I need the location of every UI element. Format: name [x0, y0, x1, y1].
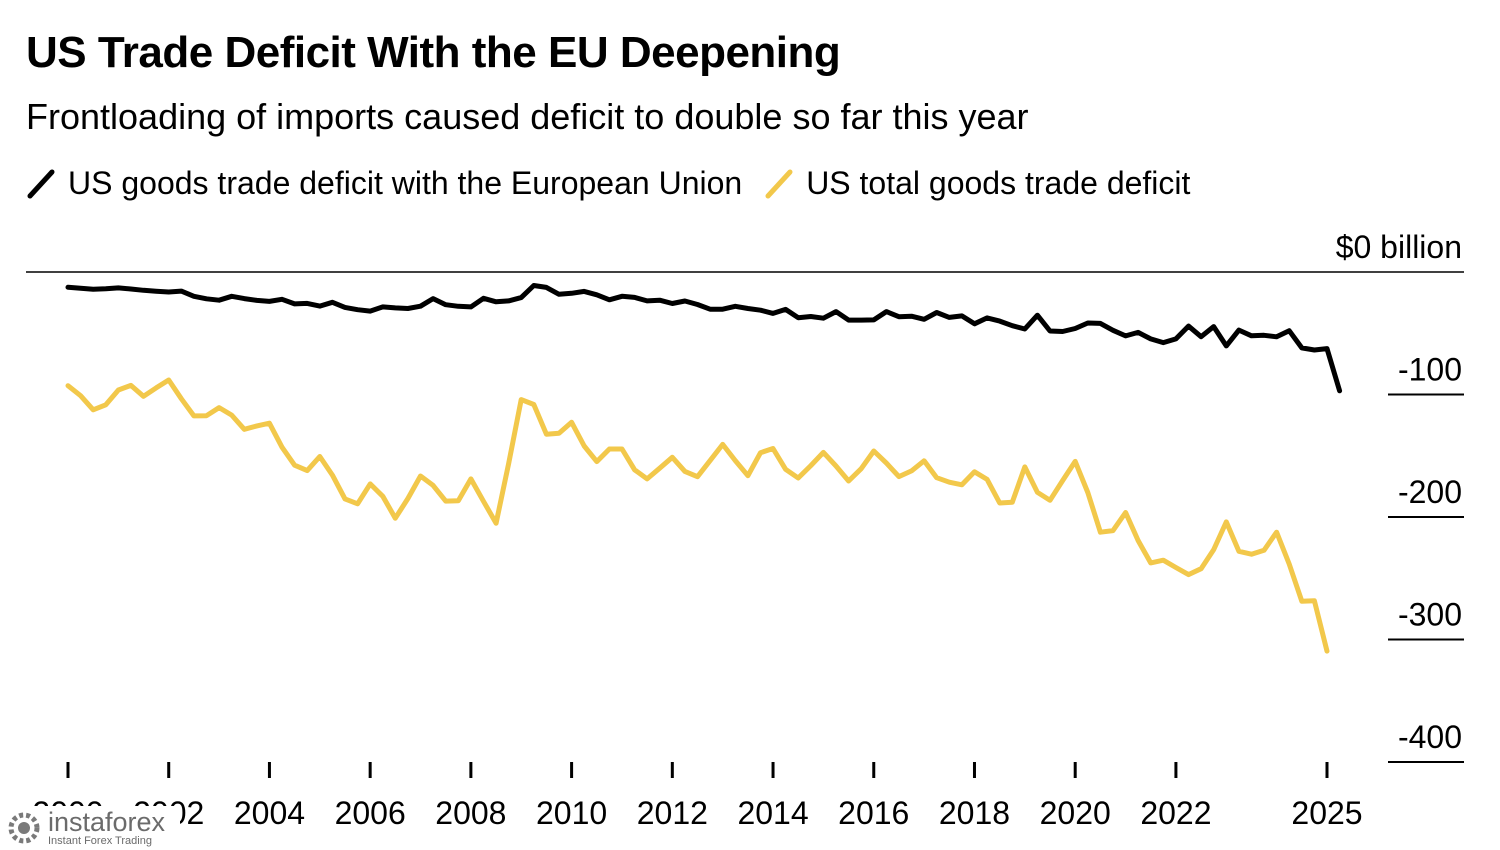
- legend: US goods trade deficit with the European…: [26, 165, 1212, 202]
- series-line-0: [65, 283, 1343, 394]
- y-tick-label-2: -200: [1398, 474, 1462, 510]
- series-lines: [65, 283, 1343, 654]
- y-tick-label-4: -400: [1398, 719, 1462, 755]
- x-axis: 2000200220042006200820102012201420162018…: [32, 762, 1363, 831]
- x-tick-label-5: 2010: [536, 795, 607, 831]
- y-tick-label-1: -100: [1398, 352, 1462, 388]
- x-tick-label-3: 2006: [335, 795, 406, 831]
- watermark-tagline: Instant Forex Trading: [48, 835, 152, 847]
- watermark: instaforex Instant Forex Trading: [0, 806, 180, 850]
- x-tick-label-12: 2025: [1291, 795, 1362, 831]
- legend-label-total: US total goods trade deficit: [806, 165, 1191, 201]
- y-axis-labels: $0 billion -100 -200 -300 -400: [1336, 229, 1462, 755]
- chart-subtitle: Frontloading of imports caused deficit t…: [26, 96, 1029, 137]
- x-tick-label-9: 2018: [939, 795, 1010, 831]
- watermark-brand: instaforex: [48, 807, 166, 837]
- chart-title: US Trade Deficit With the EU Deepening: [26, 28, 841, 77]
- legend-item-total: US total goods trade deficit: [764, 165, 1190, 202]
- instaforex-logo-icon: [8, 812, 40, 844]
- y-tick-label-0: $0 billion: [1336, 229, 1462, 265]
- x-tick-label-7: 2014: [737, 795, 808, 831]
- legend-swatch-yellow-slash-icon: [765, 169, 793, 198]
- x-tick-label-6: 2012: [637, 795, 708, 831]
- legend-swatch-black-slash-icon: [27, 169, 55, 198]
- legend-item-eu: US goods trade deficit with the European…: [26, 165, 742, 202]
- x-tick-label-11: 2022: [1140, 795, 1211, 831]
- x-tick-label-2: 2004: [234, 795, 305, 831]
- y-tick-label-3: -300: [1398, 597, 1462, 633]
- x-tick-label-10: 2020: [1040, 795, 1111, 831]
- x-tick-label-4: 2008: [435, 795, 506, 831]
- x-tick-label-8: 2016: [838, 795, 909, 831]
- legend-label-eu: US goods trade deficit with the European…: [68, 165, 743, 201]
- series-line-1: [65, 377, 1330, 654]
- gridlines: [26, 271, 1464, 763]
